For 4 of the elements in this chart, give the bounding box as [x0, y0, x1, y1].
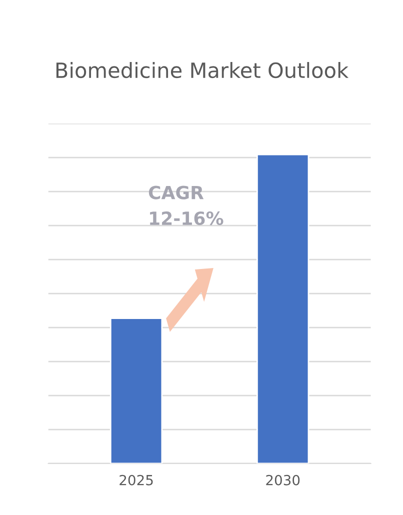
annotation: CAGR 12-16% [148, 186, 224, 226]
x-tick-label: 2030 [266, 474, 300, 486]
chart-title: Biomedicine Market Outlook [56, 62, 349, 78]
x-tick-label: 2025 [120, 474, 153, 486]
